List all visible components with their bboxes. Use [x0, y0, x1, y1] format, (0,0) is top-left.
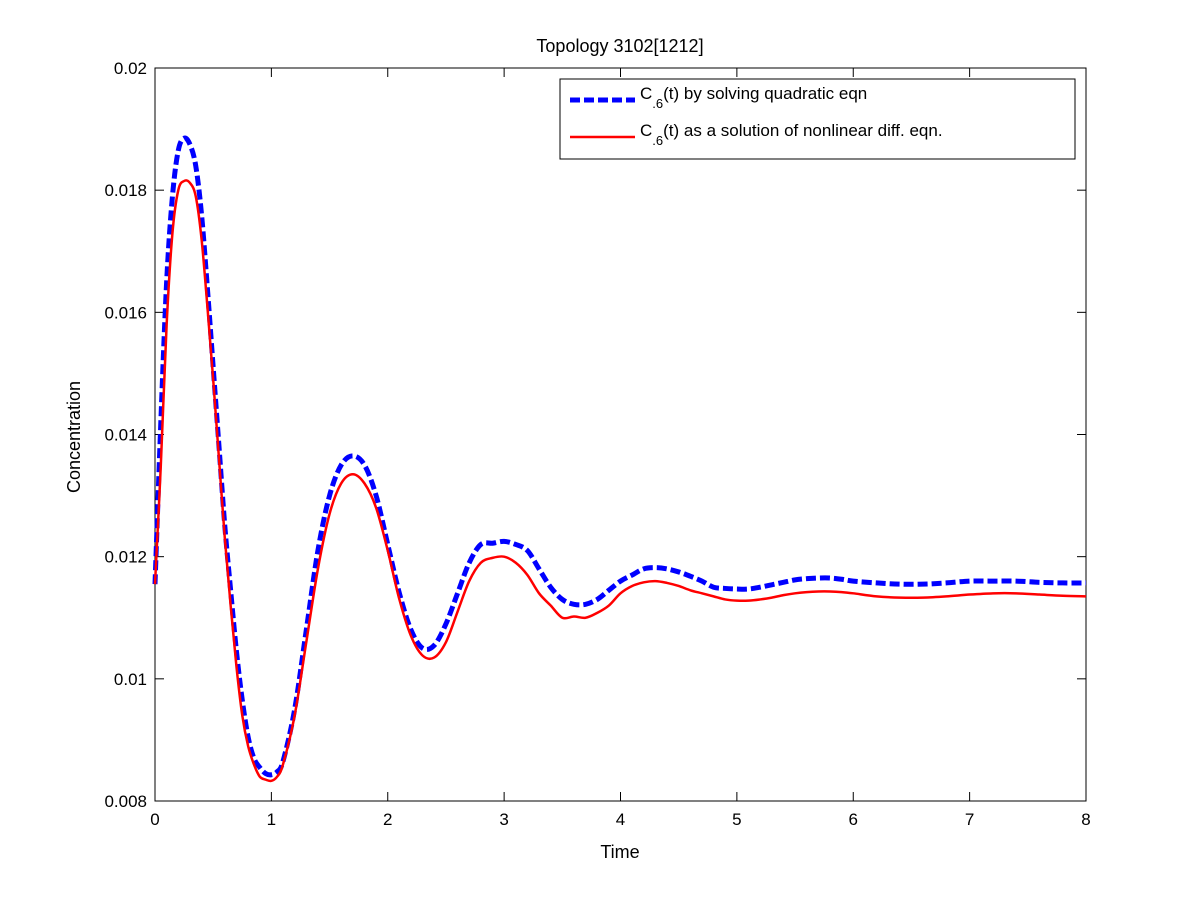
legend-label-quadratic: C.6(t) by solving quadratic eqn: [640, 84, 867, 111]
y-tick-label: 0.02: [114, 59, 147, 78]
x-tick-label: 2: [383, 810, 392, 829]
chart-title: Topology 3102[1212]: [536, 36, 703, 56]
legend: C.6(t) by solving quadratic eqn C.6(t) a…: [559, 78, 1076, 160]
y-tick-label: 0.008: [104, 792, 147, 811]
y-tick-label: 0.016: [104, 303, 147, 322]
y-axis-label: Concentration: [64, 381, 84, 493]
x-tick-label: 1: [267, 810, 276, 829]
series-line-nonlinear: [153, 179, 1087, 783]
x-tick-label: 0: [150, 810, 159, 829]
legend-label-nonlinear-rest: (t) as a solution of nonlinear diff. eqn…: [663, 121, 942, 140]
x-tick-label: 8: [1081, 810, 1090, 829]
x-tick-label: 5: [732, 810, 741, 829]
series-layer: [152, 135, 1087, 783]
y-tick-label: 0.012: [104, 548, 147, 567]
x-axis-label: Time: [600, 842, 639, 862]
y-tick-label: 0.014: [104, 426, 147, 445]
legend-label-nonlinear-sub: .6: [652, 133, 663, 148]
legend-label-nonlinear: C.6(t) as a solution of nonlinear diff. …: [640, 121, 943, 148]
y-tick-label: 0.01: [114, 670, 147, 689]
legend-label-quadratic-rest: (t) by solving quadratic eqn: [663, 84, 867, 103]
x-tick-label: 4: [616, 810, 625, 829]
y-axis: 0.008 0.01 0.012 0.014 0.016 0.018 0.02: [104, 59, 1086, 811]
legend-label-nonlinear-main: C: [640, 121, 652, 140]
legend-label-quadratic-sub: .6: [652, 96, 663, 111]
x-axis: 0 1 2 3 4 5 6 7 8: [150, 68, 1091, 829]
axes-box: [154, 67, 1087, 802]
x-tick-label: 6: [849, 810, 858, 829]
legend-label-quadratic-main: C: [640, 84, 652, 103]
legend-box: [559, 78, 1076, 160]
x-tick-label: 3: [499, 810, 508, 829]
y-tick-label: 0.018: [104, 181, 147, 200]
x-tick-label: 7: [965, 810, 974, 829]
